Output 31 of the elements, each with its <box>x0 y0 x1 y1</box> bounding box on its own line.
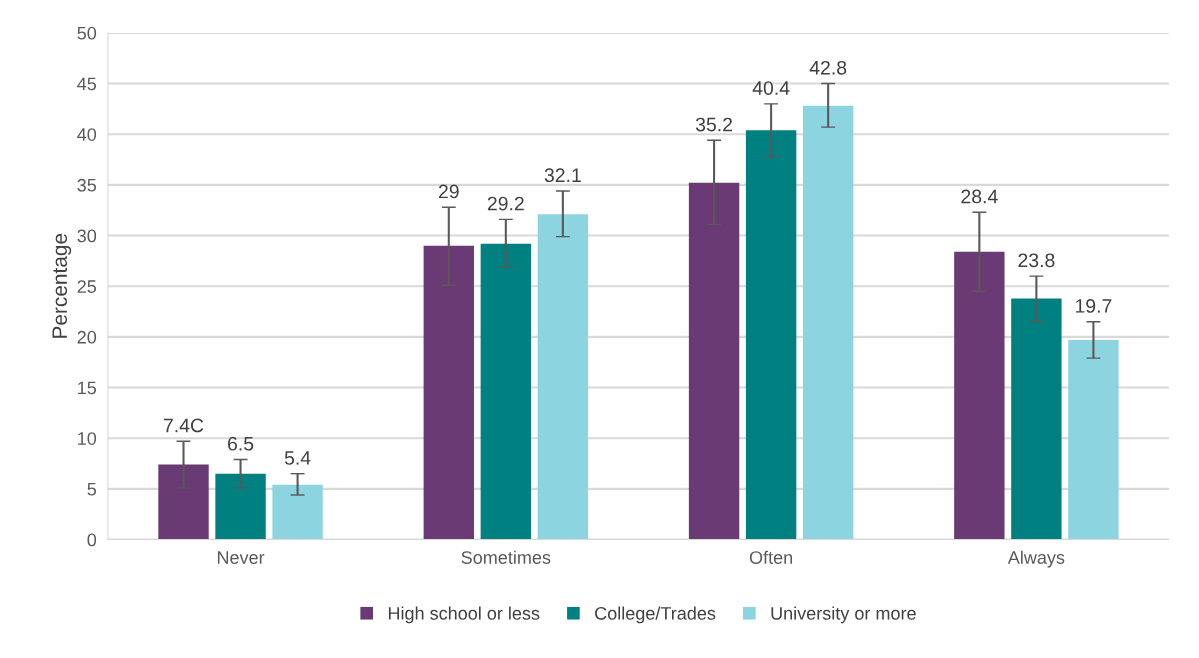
data-label: 5.4 <box>284 451 311 465</box>
data-label: 40.4 <box>752 81 790 95</box>
y-tick-label: 15 <box>78 381 97 395</box>
data-label: 35.2 <box>695 117 733 132</box>
data-label: 29 <box>438 184 459 199</box>
legend-label: High school or less <box>388 606 540 624</box>
y-tick-label: 35 <box>77 178 97 192</box>
data-label: 7.4C <box>163 418 204 433</box>
data-label: 28.4 <box>961 189 998 204</box>
y-axis-title: Percentage <box>52 233 72 338</box>
legend-label: College/Trades <box>595 606 716 624</box>
data-label: 19.7 <box>1075 299 1112 313</box>
y-tick-label: 45 <box>77 77 97 91</box>
y-tick-label: 20 <box>77 330 97 344</box>
data-label: 42.8 <box>809 60 847 75</box>
y-tick-label: 5 <box>87 483 97 496</box>
y-tick-label: 50 <box>77 26 97 40</box>
y-tick-label: 40 <box>77 128 97 141</box>
data-label: 32.1 <box>544 168 581 183</box>
data-label: 6.5 <box>228 436 254 451</box>
y-tick-label: 30 <box>77 229 97 243</box>
x-tick-label: Sometimes <box>461 550 551 564</box>
y-tick-label: 10 <box>78 432 97 445</box>
y-tick-label: 0 <box>87 533 97 547</box>
x-tick-label: Always <box>1007 550 1065 568</box>
data-label: 23.8 <box>1018 253 1055 268</box>
y-tick-label: 25 <box>77 280 97 293</box>
x-tick-label: Often <box>749 550 793 564</box>
x-tick-label: Never <box>217 551 265 564</box>
legend-label: University or more <box>771 606 916 624</box>
data-label: 29.2 <box>487 196 524 211</box>
